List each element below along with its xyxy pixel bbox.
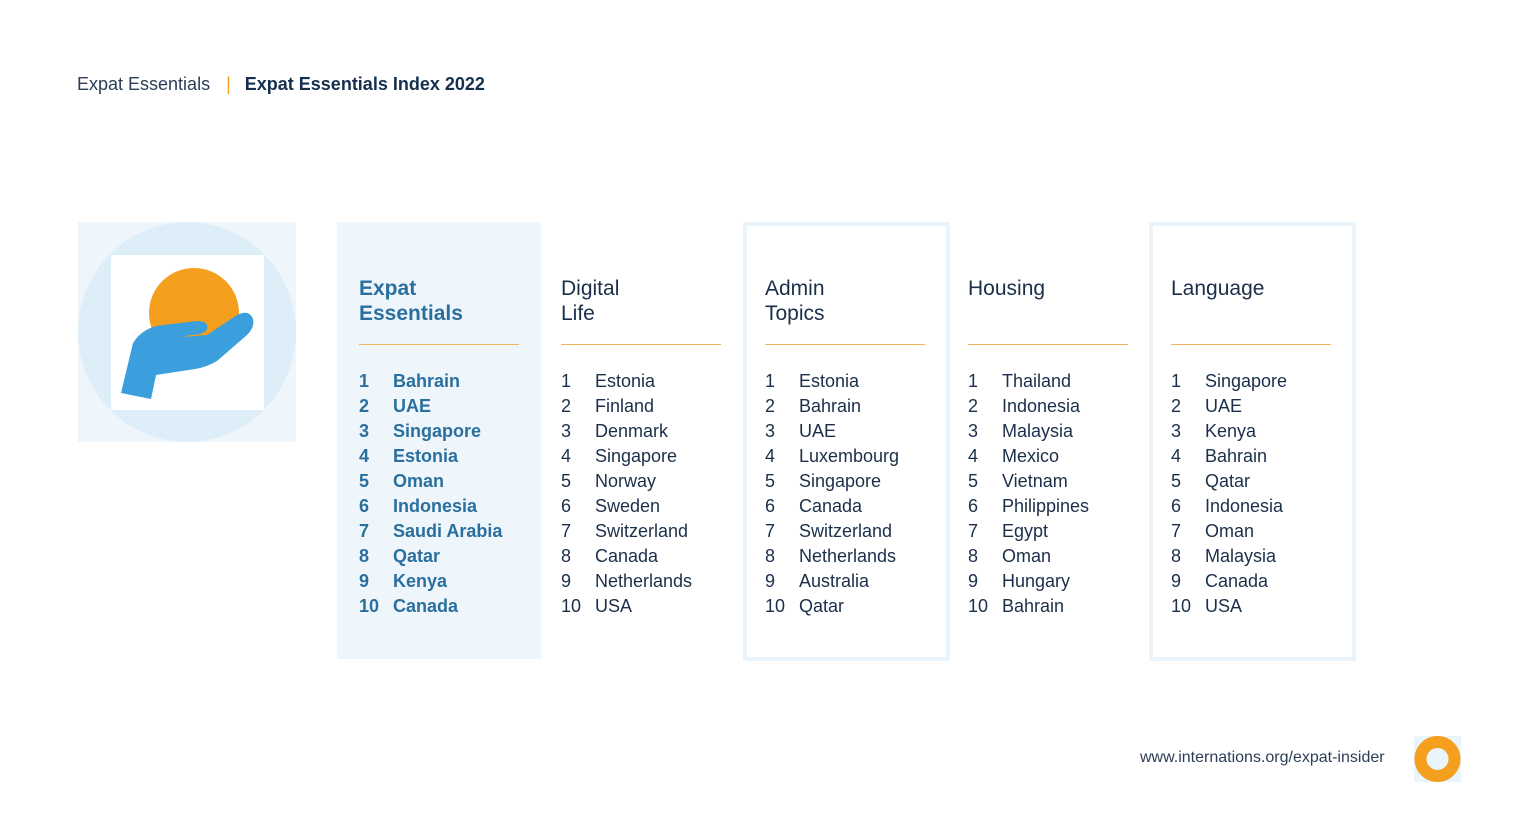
breadcrumb: Expat Essentials | Expat Essentials Inde… <box>77 74 485 95</box>
page-title: Expat Essentials Index 2022 <box>244 74 485 94</box>
list-item: 6 Indonesia <box>359 496 478 516</box>
ranking-list: 1 Estonia 2 Bahrain 3 UAE 4 Luxembourg 5 Sing… <box>765 369 899 619</box>
column-title: Expat Essentials <box>359 277 463 325</box>
ranking-list: 1 Bahrain 2 UAE 3 Singapore 4 Estonia 5 Oman … <box>359 369 502 619</box>
list-item: 5 Qatar <box>1171 471 1251 491</box>
column-title: Language <box>1171 277 1265 300</box>
list-item: 9 Netherlands <box>561 571 693 591</box>
breadcrumb-separator: | <box>226 74 231 94</box>
list-item: 4 Luxembourg <box>765 446 900 466</box>
list-item: 8 Malaysia <box>1171 546 1277 566</box>
column-divider <box>1171 344 1331 345</box>
list-item: 10 Qatar <box>765 596 845 616</box>
list-item: 6 Canada <box>765 496 863 516</box>
list-item: 4 Bahrain <box>1171 446 1268 466</box>
list-item: 10 Bahrain <box>968 596 1065 616</box>
list-item: 6 Indonesia <box>1171 496 1284 516</box>
list-item: 3 Denmark <box>561 421 669 441</box>
list-item: 2 UAE <box>1171 396 1243 416</box>
column-divider <box>765 344 925 345</box>
list-item: 1 Estonia <box>561 371 656 391</box>
list-item: 8 Canada <box>561 546 659 566</box>
list-item: 10 USA <box>561 596 633 616</box>
breadcrumb-section[interactable]: Expat Essentials <box>77 74 211 94</box>
column-language: Language 1 Singapore 2 UAE 3 Kenya 4 Bahrain… <box>1149 222 1356 661</box>
internations-ring-icon[interactable] <box>1414 736 1461 782</box>
list-item: 10 Canada <box>359 596 459 616</box>
list-item: 10 USA <box>1171 596 1243 616</box>
list-item: 8 Oman <box>968 546 1052 566</box>
list-item: 7 Switzerland <box>561 521 689 541</box>
list-item: 9 Australia <box>765 571 870 591</box>
list-item: 5 Singapore <box>765 471 882 491</box>
column-divider <box>561 344 721 345</box>
hand-holding-sun-icon <box>111 255 264 410</box>
list-item: 4 Mexico <box>968 446 1060 466</box>
list-item: 8 Netherlands <box>765 546 897 566</box>
column-divider <box>968 344 1128 345</box>
list-item: 9 Hungary <box>968 571 1071 591</box>
list-item: 3 UAE <box>765 421 837 441</box>
column-expat-essentials: Expat Essentials 1 Bahrain 2 UAE 3 Singapor… <box>337 222 541 659</box>
list-item: 2 Finland <box>561 396 655 416</box>
list-item: 8 Qatar <box>359 546 441 566</box>
list-item: 7 Saudi Arabia <box>359 521 503 541</box>
list-item: 4 Estonia <box>359 446 459 466</box>
list-item: 2 UAE <box>359 396 432 416</box>
list-item: 7 Switzerland <box>765 521 893 541</box>
list-item: 9 Kenya <box>359 571 448 591</box>
ranking-list: 1 Singapore 2 UAE 3 Kenya 4 Bahrain 5 Qatar 6… <box>1171 369 1287 619</box>
list-item: 3 Malaysia <box>968 421 1074 441</box>
list-item: 7 Oman <box>1171 521 1255 541</box>
list-item: 1 Singapore <box>1171 371 1288 391</box>
column-divider <box>359 344 519 345</box>
column-title: Digital Life <box>561 277 620 325</box>
list-item: 3 Singapore <box>359 421 482 441</box>
footer-url-link[interactable]: www.internations.org/expat-insider <box>1140 749 1385 766</box>
list-item: 1 Estonia <box>765 371 860 391</box>
ranking-list: 1 Thailand 2 Indonesia 3 Malaysia 4 Mexico 5… <box>968 369 1089 619</box>
list-item: 9 Canada <box>1171 571 1269 591</box>
column-title: Admin Topics <box>765 277 825 325</box>
column-admin-topics: Admin Topics 1 Estonia 2 Bahrain 3 UAE 4 Lux… <box>743 222 950 661</box>
list-item: 3 Kenya <box>1171 421 1257 441</box>
list-item: 6 Philippines <box>968 496 1090 516</box>
column-title: Housing <box>968 277 1046 300</box>
list-item: 5 Vietnam <box>968 471 1068 491</box>
list-item: 2 Indonesia <box>968 396 1081 416</box>
column-housing: Housing 1 Thailand 2 Indonesia 3 Malaysia 4… <box>946 222 1150 659</box>
list-item: 5 Oman <box>359 471 445 491</box>
category-icon-panel <box>78 222 296 442</box>
list-item: 5 Norway <box>561 471 657 491</box>
list-item: 1 Bahrain <box>359 371 461 391</box>
list-item: 7 Egypt <box>968 521 1049 541</box>
list-item: 1 Thailand <box>968 371 1072 391</box>
list-item: 6 Sweden <box>561 496 661 516</box>
list-item: 4 Singapore <box>561 446 678 466</box>
list-item: 2 Bahrain <box>765 396 862 416</box>
column-digital-life: Digital Life 1 Estonia 2 Finland 3 Denmark … <box>539 222 743 659</box>
